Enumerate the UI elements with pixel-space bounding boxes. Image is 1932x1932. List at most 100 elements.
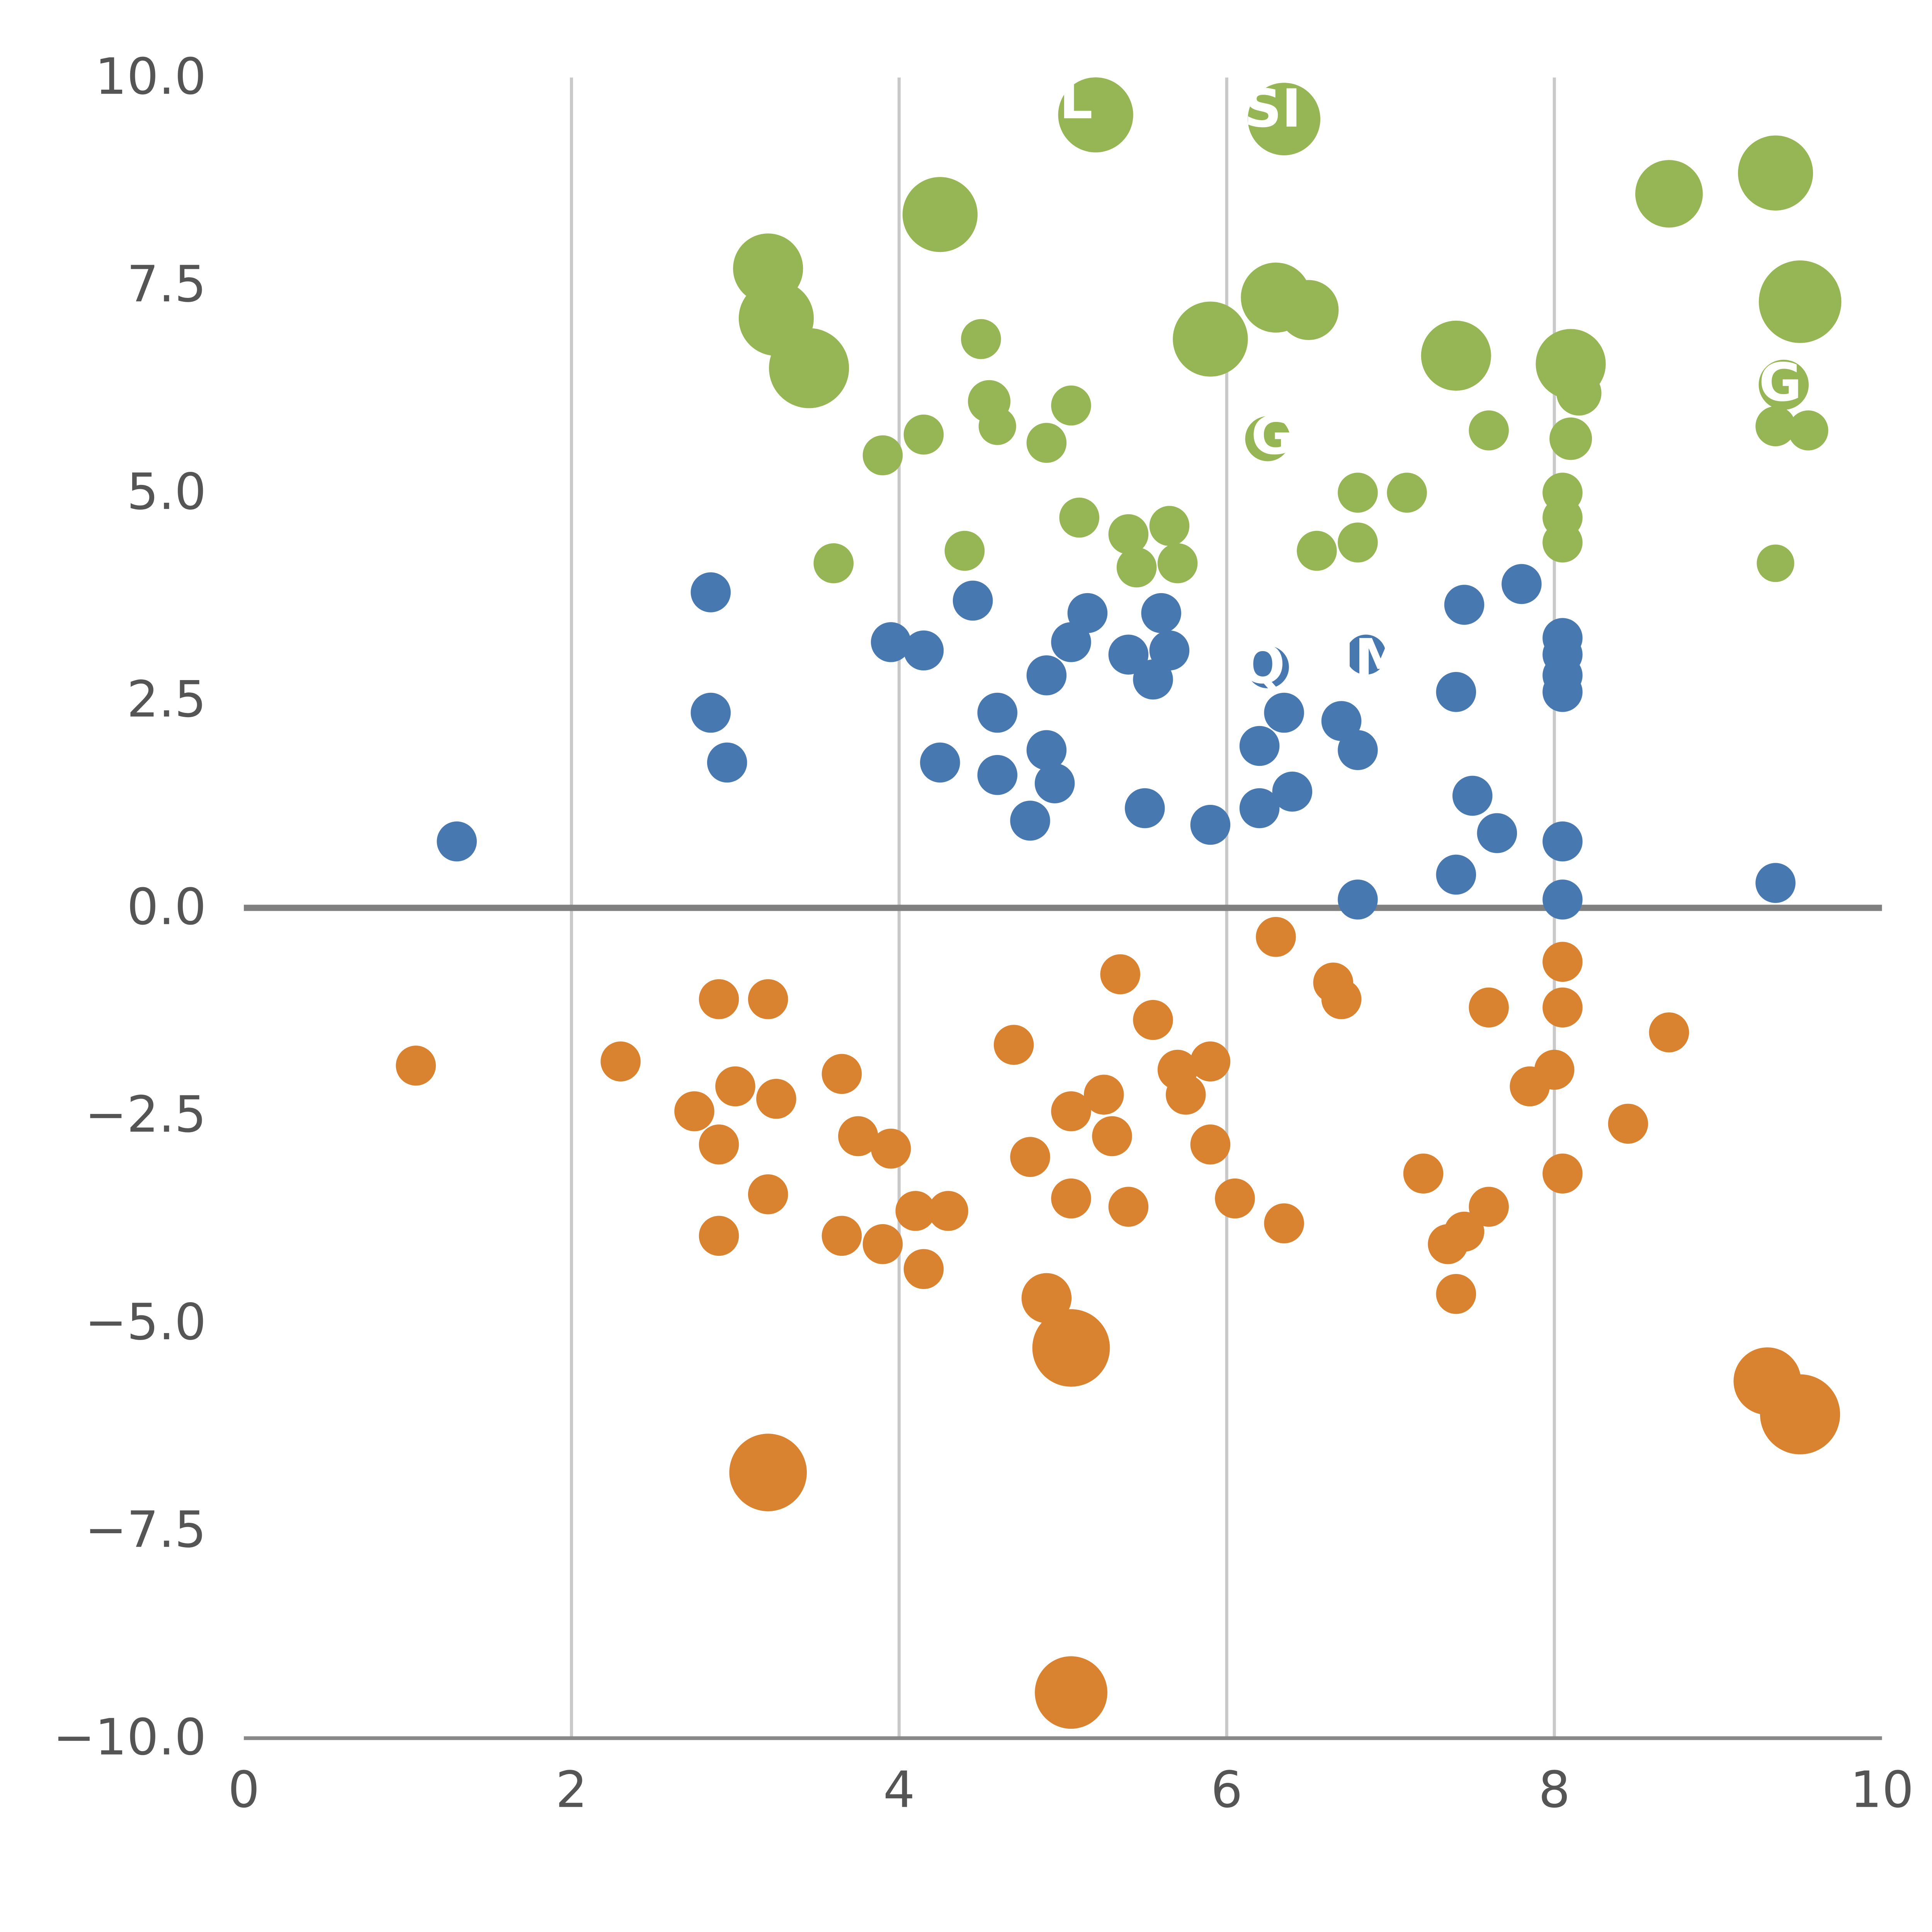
data-point-blue-cluster: [1190, 804, 1231, 845]
data-point-orange-cluster: [871, 1128, 911, 1169]
data-point-orange-cluster: [1032, 1309, 1110, 1387]
data-point-blue-cluster: [977, 692, 1018, 733]
data-point-orange-cluster: [1510, 1066, 1550, 1107]
data-point-orange-cluster: [600, 1041, 641, 1082]
data-point-blue-cluster: [1543, 879, 1583, 920]
data-point-green-cluster: [1297, 531, 1337, 571]
data-point-orange-cluster: [1256, 917, 1296, 957]
data-point-orange-cluster: [748, 1174, 788, 1214]
data-point-orange-cluster: [729, 1434, 807, 1512]
data-point-blue-cluster: [1133, 659, 1173, 700]
data-point-orange-cluster: [1444, 1211, 1485, 1252]
data-point-orange-cluster: [928, 1191, 968, 1231]
data-point-orange-cluster: [1608, 1104, 1648, 1144]
data-point-orange-cluster: [821, 1216, 862, 1256]
data-point-blue-cluster: [707, 742, 747, 783]
x-tick-label: 4: [883, 1760, 915, 1819]
y-tick-label: 7.5: [127, 255, 206, 313]
data-point-orange-cluster: [1543, 942, 1583, 982]
data-point-blue-cluster: [1543, 821, 1583, 862]
data-point-orange-cluster: [1469, 1187, 1509, 1227]
data-point-green-cluster: [1759, 360, 1809, 410]
data-point-orange-cluster: [1649, 1012, 1689, 1053]
data-point-blue-cluster: [1444, 585, 1485, 625]
y-tick-label: −10.0: [53, 1708, 206, 1766]
data-point-blue-cluster: [977, 755, 1018, 795]
data-point-orange-cluster: [1108, 1187, 1149, 1227]
data-point-blue-cluster: [1108, 634, 1149, 675]
data-point-blue-cluster: [1543, 672, 1583, 712]
data-point-blue-cluster: [952, 580, 993, 621]
data-point-orange-cluster: [1469, 987, 1509, 1028]
data-point-green-cluster: [1556, 370, 1602, 416]
data-point-orange-cluster: [821, 1054, 862, 1094]
data-point-blue-cluster: [690, 572, 731, 612]
data-point-green-cluster: [1635, 160, 1703, 228]
data-point-green-cluster: [1759, 260, 1842, 343]
data-point-orange-cluster: [1760, 1374, 1840, 1454]
data-point-blue-cluster: [1067, 593, 1108, 633]
data-point-blue-cluster: [1141, 593, 1181, 633]
data-point-orange-cluster: [1092, 1116, 1132, 1156]
data-point-green-cluster: [1173, 301, 1248, 377]
data-point-blue-cluster: [1034, 763, 1075, 803]
data-point-orange-cluster: [993, 1025, 1034, 1065]
data-point-orange-cluster: [699, 1124, 739, 1165]
data-point-orange-cluster: [1084, 1075, 1124, 1115]
bubble-annotation: IM: [1335, 628, 1407, 689]
data-point-orange-cluster: [1436, 1274, 1476, 1314]
data-point-orange-cluster: [1215, 1178, 1255, 1219]
data-point-blue-cluster: [1264, 692, 1304, 733]
data-point-green-cluster: [1469, 410, 1509, 451]
data-point-green-cluster: [813, 543, 854, 583]
bubble-annotation: G: [1759, 352, 1802, 413]
data-point-green-cluster: [978, 407, 1016, 445]
data-point-blue-cluster: [437, 821, 477, 862]
data-point-blue-cluster: [871, 622, 911, 662]
data-point-green-cluster: [1757, 544, 1794, 582]
data-point-green-cluster: [1549, 417, 1592, 460]
data-point-orange-cluster: [1190, 1124, 1231, 1165]
data-point-green-cluster: [1058, 77, 1133, 153]
y-tick-label: 0.0: [127, 878, 206, 936]
data-point-orange-cluster: [895, 1191, 936, 1231]
data-point-green-cluster: [1421, 320, 1491, 391]
data-point-green-cluster: [1248, 83, 1320, 155]
data-point-green-cluster: [1157, 543, 1198, 583]
data-point-orange-cluster: [1051, 1091, 1091, 1131]
data-point-blue-cluster: [690, 692, 731, 733]
y-tick-label: 5.0: [127, 463, 206, 521]
data-point-green-cluster: [903, 414, 944, 455]
data-point-orange-cluster: [1051, 1178, 1091, 1219]
data-point-orange-cluster: [748, 979, 788, 1019]
y-tick-label: −2.5: [85, 1085, 206, 1144]
y-tick-label: 10.0: [95, 48, 206, 106]
data-point-blue-cluster: [1026, 655, 1067, 696]
data-point-green-cluster: [769, 328, 849, 408]
data-point-orange-cluster: [1165, 1075, 1206, 1115]
data-point-blue-cluster: [1477, 813, 1517, 853]
data-point-blue-cluster: [1246, 646, 1289, 689]
data-point-blue-cluster: [1338, 879, 1378, 920]
data-point-green-cluster: [902, 177, 978, 252]
data-point-green-cluster: [1738, 135, 1813, 211]
y-tick-label: −5.0: [85, 1293, 206, 1351]
data-point-green-cluster: [1051, 385, 1091, 426]
data-point-orange-cluster: [1321, 979, 1362, 1019]
data-point-green-cluster: [1245, 416, 1290, 461]
data-point-orange-cluster: [1264, 1203, 1304, 1243]
data-point-blue-cluster: [1239, 788, 1280, 828]
x-tick-label: 10: [1850, 1760, 1914, 1819]
data-point-green-cluster: [1387, 473, 1427, 513]
x-tick-label: 6: [1211, 1760, 1243, 1819]
data-point-orange-cluster: [1543, 1153, 1583, 1194]
data-point-orange-cluster: [1403, 1153, 1444, 1194]
data-point-green-cluster: [1116, 547, 1157, 588]
data-point-orange-cluster: [1035, 1656, 1107, 1729]
bubble-annotation: SI: [1244, 78, 1301, 139]
data-point-orange-cluster: [1133, 1000, 1173, 1040]
data-point-green-cluster: [1788, 410, 1828, 451]
x-tick-label: 0: [228, 1760, 260, 1819]
